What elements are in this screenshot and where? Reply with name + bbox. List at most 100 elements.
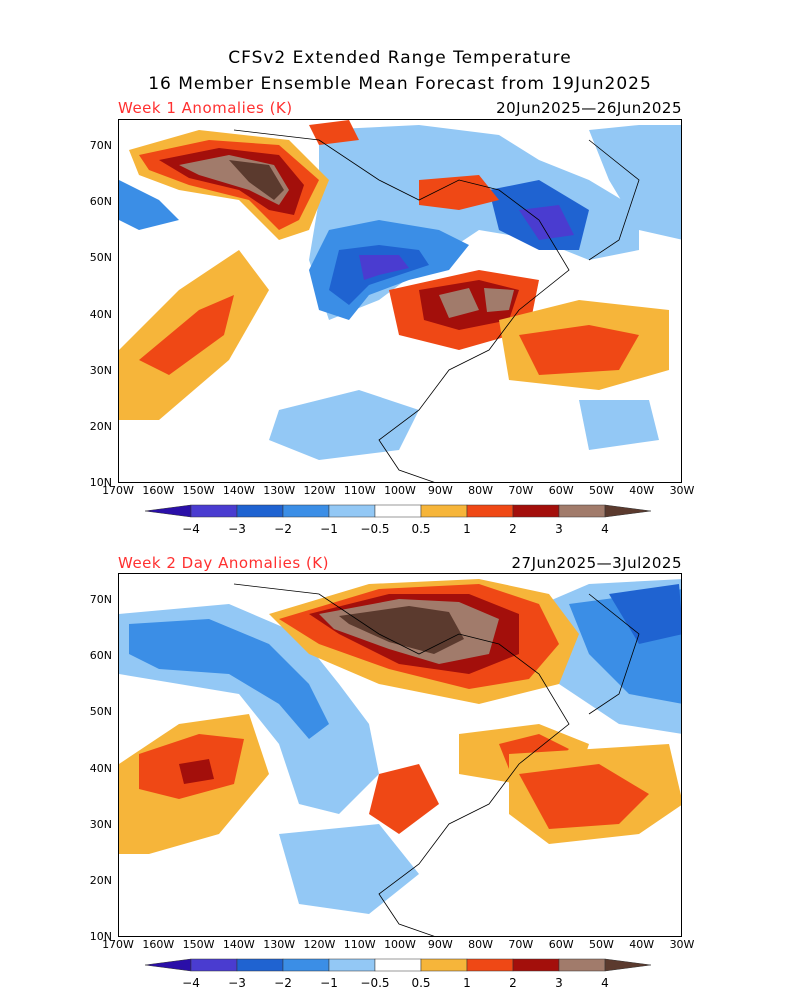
lat-tick-label: 20N: [89, 874, 112, 887]
lat-tick-label: 30N: [89, 363, 112, 377]
colorbar-label: 4: [601, 976, 609, 990]
colorbar-label: 0.5: [411, 976, 431, 990]
colorbar-swatch: [190, 958, 238, 972]
colorbar-swatch: [512, 958, 560, 972]
colorbar-label: −2: [274, 976, 292, 990]
lon-tick-label: 60W: [548, 484, 574, 497]
colorbar-label: −4: [182, 522, 200, 536]
panel2-map-graphic: [119, 579, 681, 936]
colorbar-label: 3: [555, 976, 563, 990]
lon-tick-label: 50W: [588, 484, 614, 497]
lon-tick-label: 140W: [222, 484, 255, 497]
lon-tick-label: 120W: [303, 938, 336, 951]
colorbar-label: −2: [274, 522, 292, 536]
lon-tick-label: 130W: [263, 484, 296, 497]
colorbar-swatch: [190, 504, 238, 518]
lon-tick-label: 30W: [669, 484, 695, 497]
colorbar-swatch: [236, 958, 284, 972]
chart-title-line2: 16 Member Ensemble Mean Forecast from 19…: [148, 74, 652, 94]
colorbar-label: 4: [601, 522, 609, 536]
colorbar-swatch: [558, 504, 606, 518]
colorbar-panel2-graphic: [144, 958, 652, 972]
panel1-dates: 20Jun2025—26Jun2025: [496, 99, 682, 117]
colorbar-swatch: [604, 504, 652, 518]
lat-tick-label: 10N: [89, 930, 112, 944]
panel2-title: Week 2 Day Anomalies (K): [118, 554, 329, 572]
panel2-dates: 27Jun2025—3Jul2025: [511, 554, 682, 572]
lat-tick-label: 60N: [89, 649, 112, 663]
lat-tick-label: 30N: [89, 817, 112, 831]
colorbar-label: −1: [320, 522, 338, 536]
colorbar-label: 3: [555, 522, 563, 536]
lon-tick-label: 100W: [384, 938, 416, 951]
lat-tick-label: 60N: [89, 195, 112, 209]
lat-tick-label: 40N: [89, 761, 112, 775]
colorbar-swatch: [604, 958, 652, 972]
lon-tick-label: 50W: [588, 938, 614, 951]
colorbar-swatch: [558, 958, 606, 972]
colorbar-swatch: [144, 504, 192, 518]
colorbar-label: 2: [509, 976, 517, 990]
colorbar-panel2: [144, 956, 657, 978]
lon-tick-label: 150W: [182, 484, 215, 497]
lat-tick-label: 50N: [89, 251, 112, 265]
lon-tick-label: 30W: [669, 938, 695, 951]
lon-tick-label: 110W: [343, 484, 376, 497]
lon-tick-label: 100W: [384, 484, 416, 497]
lat-tick-label: 10N: [89, 476, 112, 490]
colorbar-swatch: [374, 504, 422, 518]
colorbar-label: −0.5: [360, 522, 390, 536]
lon-tick-label: 40W: [629, 484, 655, 497]
colorbar-swatch: [282, 958, 330, 972]
panel2-map: [118, 573, 682, 937]
colorbar-swatch: [512, 504, 560, 518]
lon-tick-label: 110W: [343, 938, 376, 951]
colorbar-swatch: [328, 958, 376, 972]
colorbar-swatch: [328, 504, 376, 518]
lon-tick-label: 80W: [468, 484, 493, 497]
colorbar-label: 0.5: [411, 522, 431, 536]
lon-tick-label: 80W: [468, 938, 493, 951]
colorbar-label: −3: [228, 976, 246, 990]
colorbar-swatch: [236, 504, 284, 518]
colorbar-panel1-graphic: [144, 504, 652, 518]
chart-title-line1: CFSv2 Extended Range Temperature: [228, 48, 572, 68]
colorbar-swatch: [420, 958, 468, 972]
colorbar-label: −4: [182, 976, 200, 990]
lon-tick-label: 130W: [263, 938, 296, 951]
colorbar-label: −0.5: [360, 976, 390, 990]
colorbar-label: −1: [320, 976, 338, 990]
lon-tick-label: 140W: [222, 938, 255, 951]
colorbar-label: −3: [228, 522, 246, 536]
lat-tick-label: 70N: [89, 139, 112, 152]
colorbar-swatch: [466, 958, 514, 972]
lat-tick-label: 40N: [89, 307, 112, 321]
colorbar-swatch: [144, 958, 192, 972]
panel1-map-graphic: [119, 120, 681, 482]
colorbar-label: 2: [509, 522, 517, 536]
lon-tick-label: 90W: [427, 484, 453, 497]
lon-tick-label: 120W: [303, 484, 336, 497]
lat-tick-label: 70N: [89, 593, 112, 606]
lon-tick-label: 70W: [508, 938, 534, 951]
lon-tick-label: 170W: [102, 938, 134, 951]
panel1-title: Week 1 Anomalies (K): [118, 99, 293, 117]
lon-tick-label: 60W: [548, 938, 574, 951]
lon-tick-label: 170W: [102, 484, 134, 497]
lon-tick-label: 160W: [142, 938, 175, 951]
lon-tick-label: 90W: [427, 938, 453, 951]
panel1-map: [118, 119, 682, 483]
lon-tick-label: 70W: [508, 484, 534, 497]
colorbar-label: 1: [463, 976, 471, 990]
lon-tick-label: 160W: [142, 484, 175, 497]
lat-tick-label: 20N: [89, 420, 112, 433]
colorbar-label: 1: [463, 522, 471, 536]
colorbar-swatch: [466, 504, 514, 518]
lon-tick-label: 150W: [182, 938, 215, 951]
colorbar-swatch: [374, 958, 422, 972]
lon-tick-label: 40W: [629, 938, 655, 951]
lat-tick-label: 50N: [89, 705, 112, 719]
colorbar-panel1: [144, 502, 657, 524]
colorbar-swatch: [420, 504, 468, 518]
colorbar-swatch: [282, 504, 330, 518]
